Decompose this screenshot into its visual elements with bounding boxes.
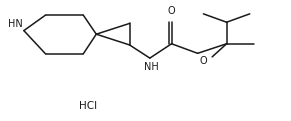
Text: O: O bbox=[168, 6, 175, 16]
Text: HCl: HCl bbox=[79, 101, 97, 111]
Text: O: O bbox=[199, 56, 207, 66]
Text: HN: HN bbox=[8, 19, 22, 29]
Text: NH: NH bbox=[144, 62, 159, 72]
